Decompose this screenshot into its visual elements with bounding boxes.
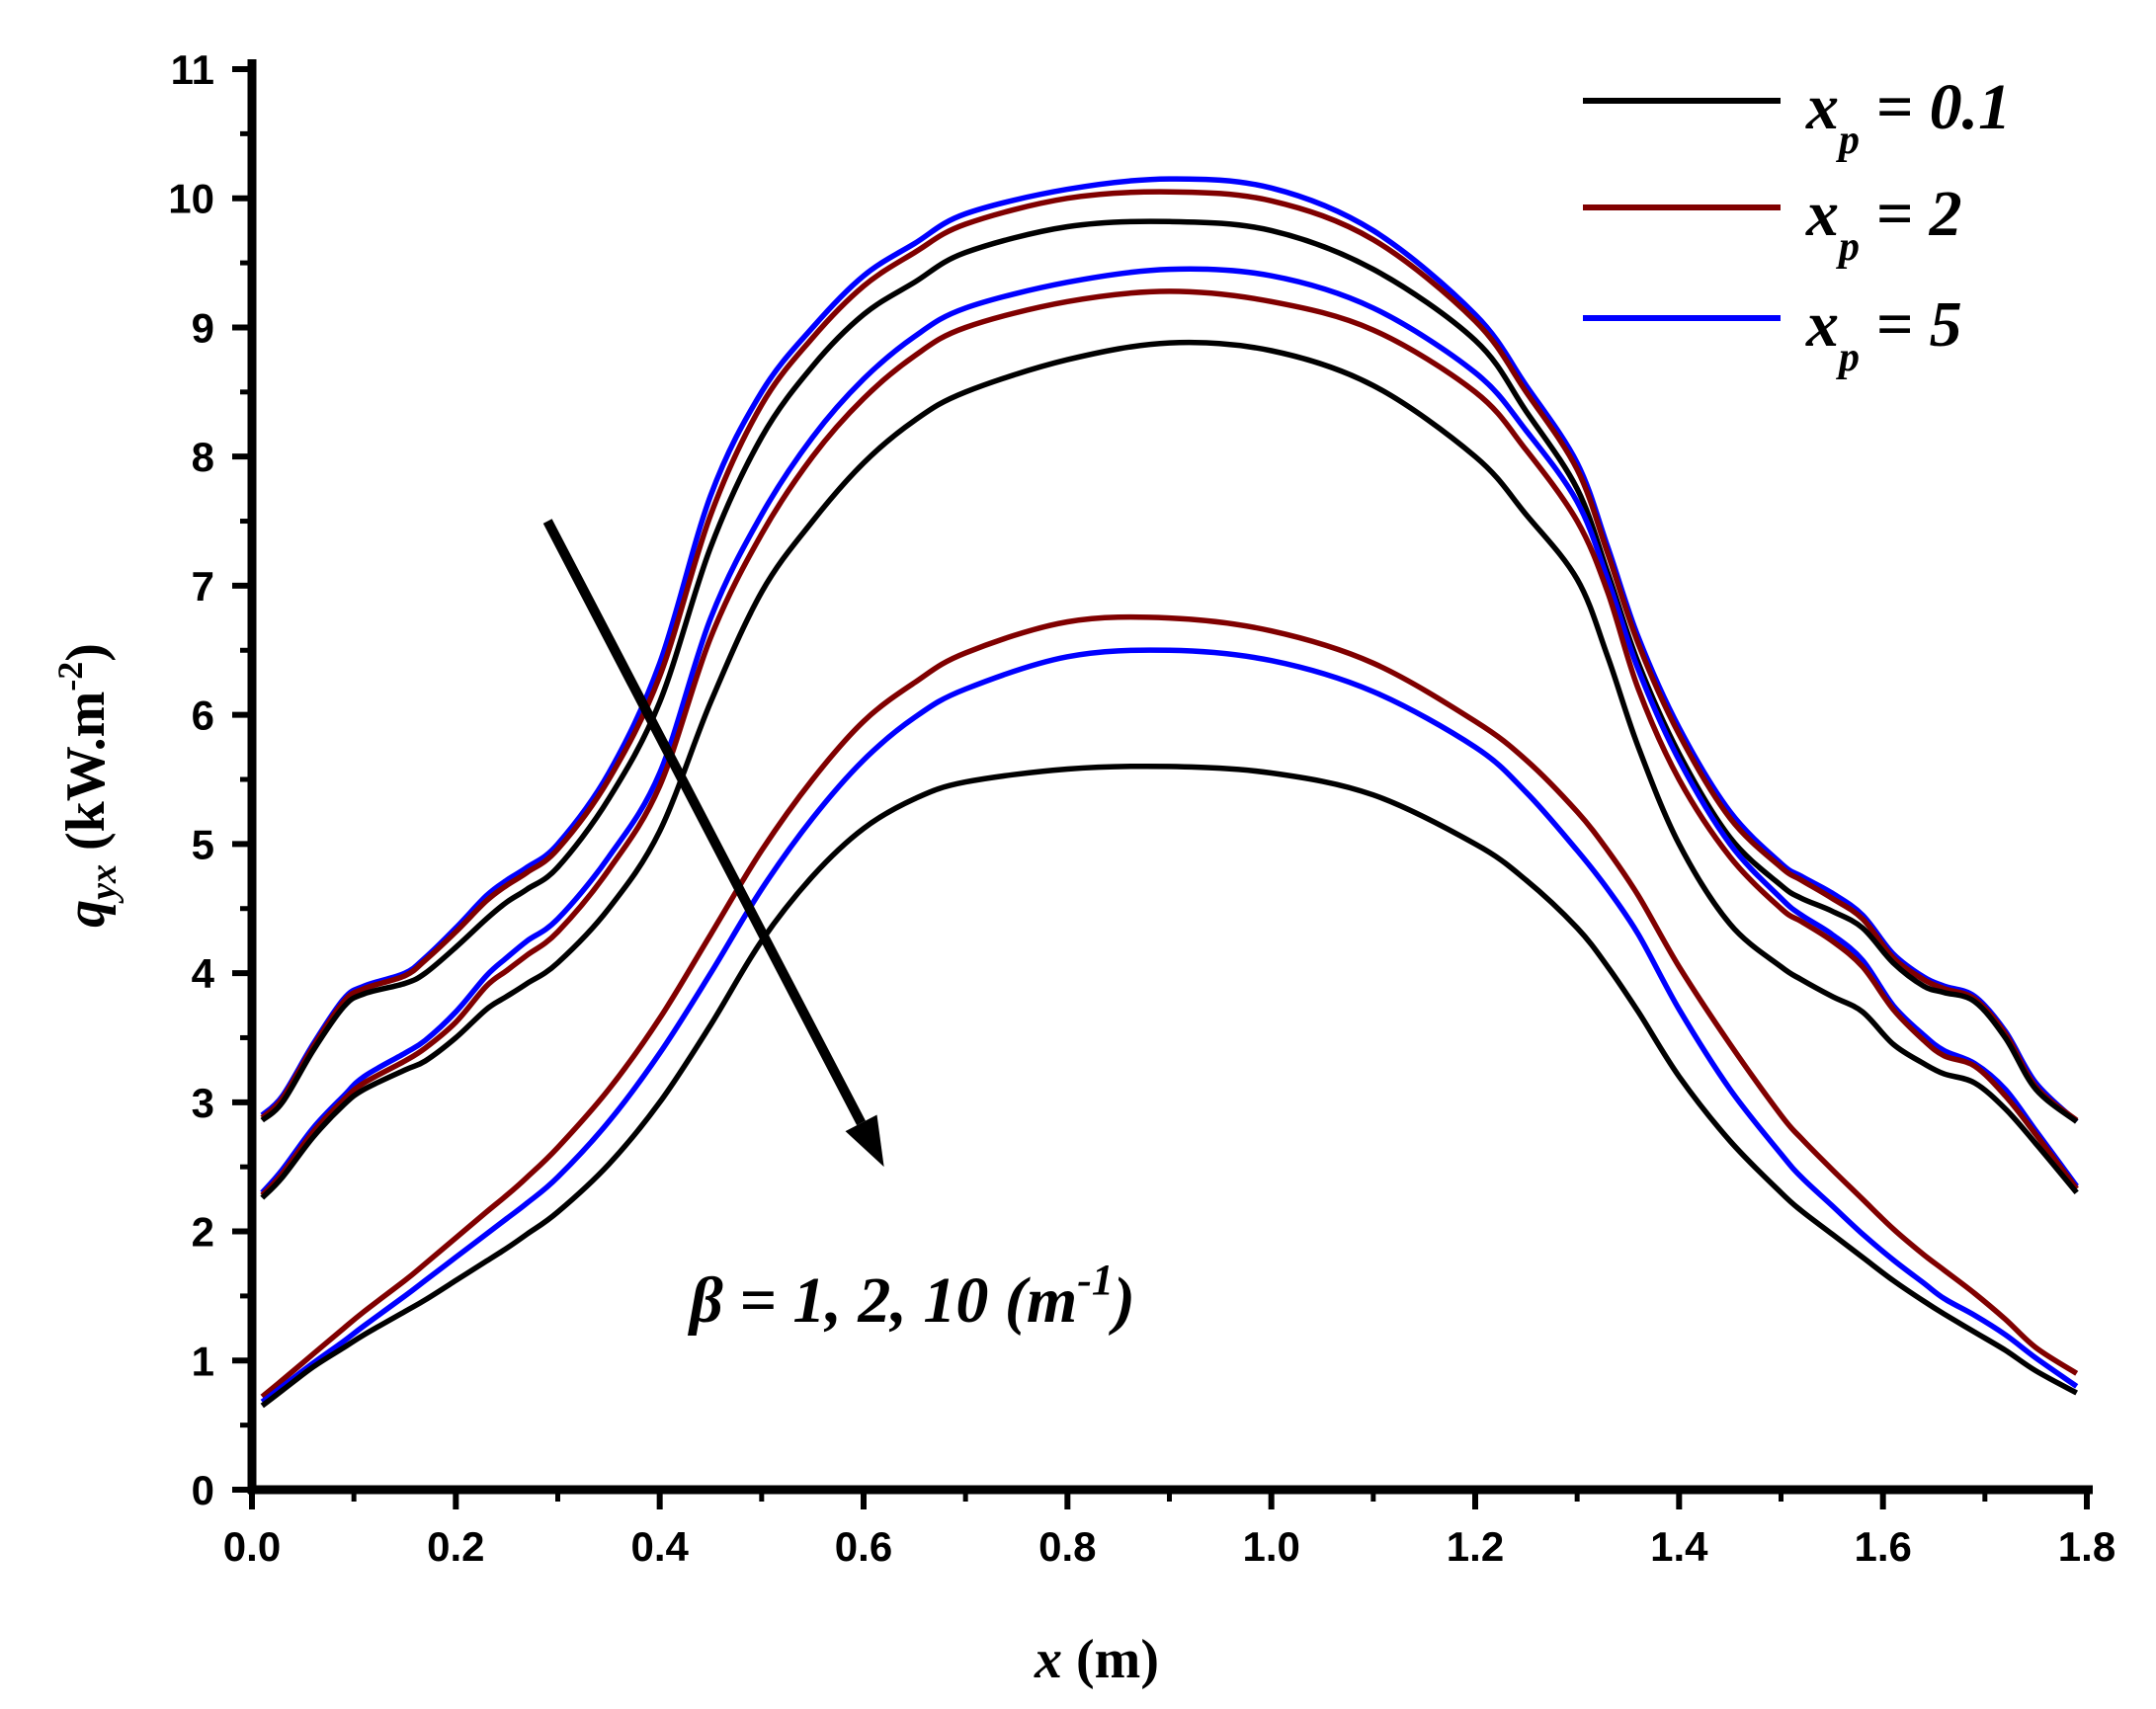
series-line-5 xyxy=(260,288,2079,1197)
series-line-2 xyxy=(260,189,2079,1123)
x-tick-label: 1.4 xyxy=(1650,1523,1708,1570)
y-tick-label: 4 xyxy=(192,950,215,997)
series-line-1 xyxy=(260,176,2079,1124)
legend-label-xp-0.1: xp = 0.1 xyxy=(1805,71,2011,163)
arrow-head xyxy=(845,1114,884,1168)
y-tick-label: 10 xyxy=(168,176,214,222)
series-layer xyxy=(260,176,2079,1409)
y-tick-label: 11 xyxy=(171,46,214,93)
series-line-3 xyxy=(260,218,2079,1124)
x-tick-label: 1.2 xyxy=(1447,1523,1504,1570)
y-tick-label: 0 xyxy=(192,1467,214,1513)
x-tick-label: 0.2 xyxy=(427,1523,484,1570)
y-tick-label: 2 xyxy=(192,1209,214,1256)
series-line-9 xyxy=(260,763,2078,1409)
x-tick-label: 0.4 xyxy=(630,1523,689,1570)
y-tick-label: 7 xyxy=(192,563,214,610)
beta-annotation: β = 1, 2, 10 (m-1) xyxy=(687,1256,1135,1337)
y-tick-label: 6 xyxy=(192,692,214,739)
x-tick-label: 1.6 xyxy=(1854,1523,1911,1570)
y-axis-title: qyx (kW.m-2) xyxy=(50,643,124,928)
y-tick-label: 3 xyxy=(192,1080,214,1126)
y-tick-label: 8 xyxy=(192,434,214,480)
ticks-layer: 0.0 0.2 0.4 0.6 0.8 1.0 1.2 1.4 1.6 1.8 0 1 2 3 4 5 6 7 8 9… xyxy=(168,46,2115,1570)
legend-label-xp-2: xp = 2 xyxy=(1805,178,1962,270)
x-axis-title: x (m) xyxy=(1034,1629,1159,1690)
y-tick-label: 9 xyxy=(192,304,214,351)
series-line-4 xyxy=(260,266,2079,1195)
legend-label-xp-5: xp = 5 xyxy=(1805,288,1962,380)
x-tick-label: 0.8 xyxy=(1038,1523,1096,1570)
x-tick-label: 1.8 xyxy=(2058,1523,2115,1570)
y-tick-label: 1 xyxy=(192,1338,214,1384)
series-line-7 xyxy=(260,613,2079,1400)
series-line-8 xyxy=(260,647,2079,1405)
series-line-6 xyxy=(260,339,2079,1200)
y-tick-label: 5 xyxy=(192,821,214,867)
axes-layer xyxy=(247,59,2093,1495)
x-tick-label: 1.0 xyxy=(1242,1523,1299,1570)
x-tick-label: 0.6 xyxy=(835,1523,892,1570)
legend: xp = 0.1 xp = 2 xp = 5 xyxy=(1583,71,2011,380)
arrow-layer xyxy=(542,519,884,1168)
x-tick-label: 0.0 xyxy=(223,1523,281,1570)
arrow-shaft xyxy=(542,519,866,1126)
